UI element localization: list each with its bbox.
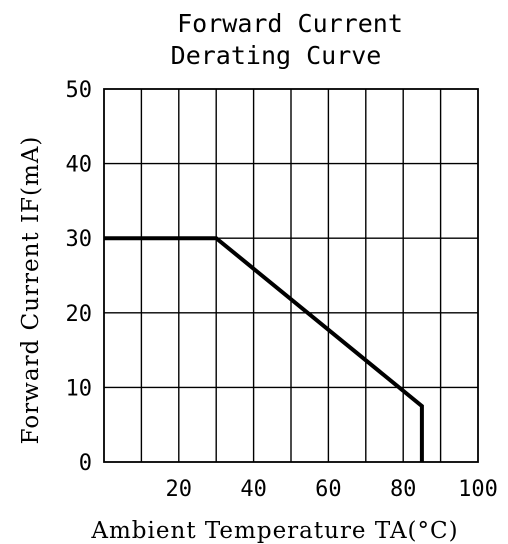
derating-curve-line [104,236,424,462]
chart-title-line-2: Derating Curve [171,41,382,70]
chart-title-line-1: Forward Current [177,9,403,38]
series-layer [104,236,424,462]
y-tick-label: 30 [66,227,93,252]
x-tick-label: 60 [315,477,342,502]
y-axis-label: Forward Current IF(mA) [18,136,44,445]
x-tick-label: 20 [166,477,193,502]
y-tick-label: 0 [79,451,92,476]
tick-labels: 0 10 20 30 40 50 20 40 60 80 100 [66,78,498,502]
x-axis-label: Ambient Temperature TA(°C) [90,518,458,544]
plot-frame [103,88,479,463]
y-tick-label: 20 [66,302,93,327]
x-tick-label: 80 [390,477,417,502]
x-tick-label: 40 [240,477,267,502]
y-tick-label: 50 [66,78,93,103]
y-tick-label: 10 [66,376,93,401]
x-tick-label: 100 [458,477,498,502]
y-tick-label: 40 [66,153,93,178]
